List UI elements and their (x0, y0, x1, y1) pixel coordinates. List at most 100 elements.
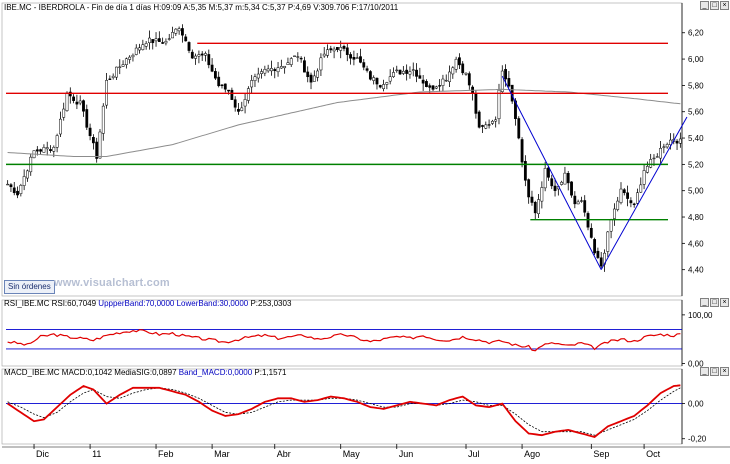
rsi-maximize-button[interactable]: □ (710, 298, 719, 307)
time-tick-label: Jul (468, 449, 480, 459)
candle-body (187, 42, 191, 51)
candle-body (609, 219, 613, 232)
macd-name: MACD_IBE.MC (4, 368, 60, 377)
symbol: IBE.MC (4, 3, 32, 12)
candle-body (243, 99, 247, 107)
rsi-tick-label: 100,00 (688, 311, 713, 320)
candle-body (26, 170, 29, 179)
candle-body (329, 48, 333, 51)
time-tick-label: Abr (277, 449, 291, 459)
candle-body (124, 58, 128, 65)
rsi-close-button[interactable]: × (720, 298, 729, 307)
trend-line-1 (501, 75, 602, 270)
candle-body (408, 71, 412, 75)
candle-body (349, 54, 352, 59)
candle-body (148, 37, 151, 43)
orders-button[interactable]: Sin órdenes (4, 280, 55, 294)
candle-body (75, 101, 79, 105)
candle-body (111, 75, 115, 78)
macd-close-button[interactable]: × (720, 367, 729, 376)
p-value: 4,69 (295, 3, 311, 12)
candle-body (636, 192, 639, 204)
candle-body (425, 81, 428, 87)
candle-body (316, 70, 320, 78)
candle-body (428, 85, 432, 88)
price-tick-label: 5,40 (688, 134, 704, 143)
candle-body (283, 65, 287, 69)
candle-body (210, 64, 214, 72)
candle-body (576, 201, 580, 205)
candle-body (9, 184, 13, 188)
candle-body (6, 183, 10, 186)
candle-body (401, 70, 405, 74)
candle-body (395, 69, 399, 72)
candle-body (88, 127, 92, 137)
candle-body (629, 200, 633, 204)
candle-body (388, 76, 392, 82)
candle-body (108, 78, 112, 80)
date-value: 17/10/2011 (358, 3, 399, 12)
candle-body (39, 149, 43, 152)
candle-body (138, 47, 141, 51)
macd-maximize-button[interactable]: □ (710, 367, 719, 376)
close-button[interactable]: × (720, 1, 729, 10)
candle-body (62, 108, 66, 118)
price-tick-label: 4,40 (688, 266, 704, 275)
candle-body (181, 28, 184, 36)
candle-body (362, 62, 366, 68)
volume-value: 309.706 (320, 3, 350, 12)
trend-line-2 (600, 116, 688, 270)
maximize-button[interactable]: □ (710, 1, 719, 10)
candle-body (207, 54, 211, 66)
lower-band-value: 30,0000 (219, 299, 249, 308)
candle-body (157, 38, 161, 42)
time-value: 09:09 (161, 3, 182, 12)
candle-body (434, 86, 438, 89)
candle-body (115, 66, 118, 78)
macd-tick-label: 0,00 (688, 400, 704, 409)
candle-body (490, 120, 494, 124)
candle-body (227, 89, 230, 92)
candle-body (497, 89, 501, 119)
candle-body (68, 91, 72, 97)
candle-body (639, 184, 643, 193)
rsi-minimize-button[interactable]: _ (700, 298, 709, 307)
minimize-button[interactable]: _ (700, 1, 709, 10)
time-tick-label: Ago (524, 449, 540, 459)
candle-body (612, 208, 616, 219)
candle-body (355, 57, 359, 59)
candle-body (118, 66, 122, 68)
candle-body (151, 39, 155, 44)
candle-body (448, 71, 451, 82)
candle-body (570, 181, 573, 196)
candle-body (78, 100, 82, 104)
candle-body (398, 69, 402, 75)
candle-body (375, 77, 379, 85)
candle-body (332, 48, 336, 52)
rsi-tick-label: 0,00 (688, 360, 704, 369)
candle-body (299, 57, 303, 60)
candle-body (141, 44, 145, 50)
high-value: 5,37 (217, 3, 234, 12)
candle-body (359, 56, 362, 63)
macd-minimize-button[interactable]: _ (700, 367, 709, 376)
candle-body (527, 179, 531, 198)
candle-body (372, 77, 376, 81)
candle-body (85, 109, 89, 128)
candle-body (91, 137, 95, 144)
candle-body (342, 45, 346, 49)
candle-body (678, 138, 682, 144)
candle-body (540, 187, 544, 202)
candle-body (421, 79, 425, 84)
candle-body (65, 92, 69, 111)
candle-body (368, 71, 372, 80)
candle-body (49, 149, 52, 151)
candle-body (204, 53, 207, 56)
instrument-name: IBERDROLA (38, 3, 85, 12)
candle-body (171, 32, 174, 39)
candle-body (306, 71, 310, 78)
candle-body (583, 200, 587, 213)
time-tick-label: 11 (92, 449, 101, 459)
candle-body (131, 54, 135, 58)
